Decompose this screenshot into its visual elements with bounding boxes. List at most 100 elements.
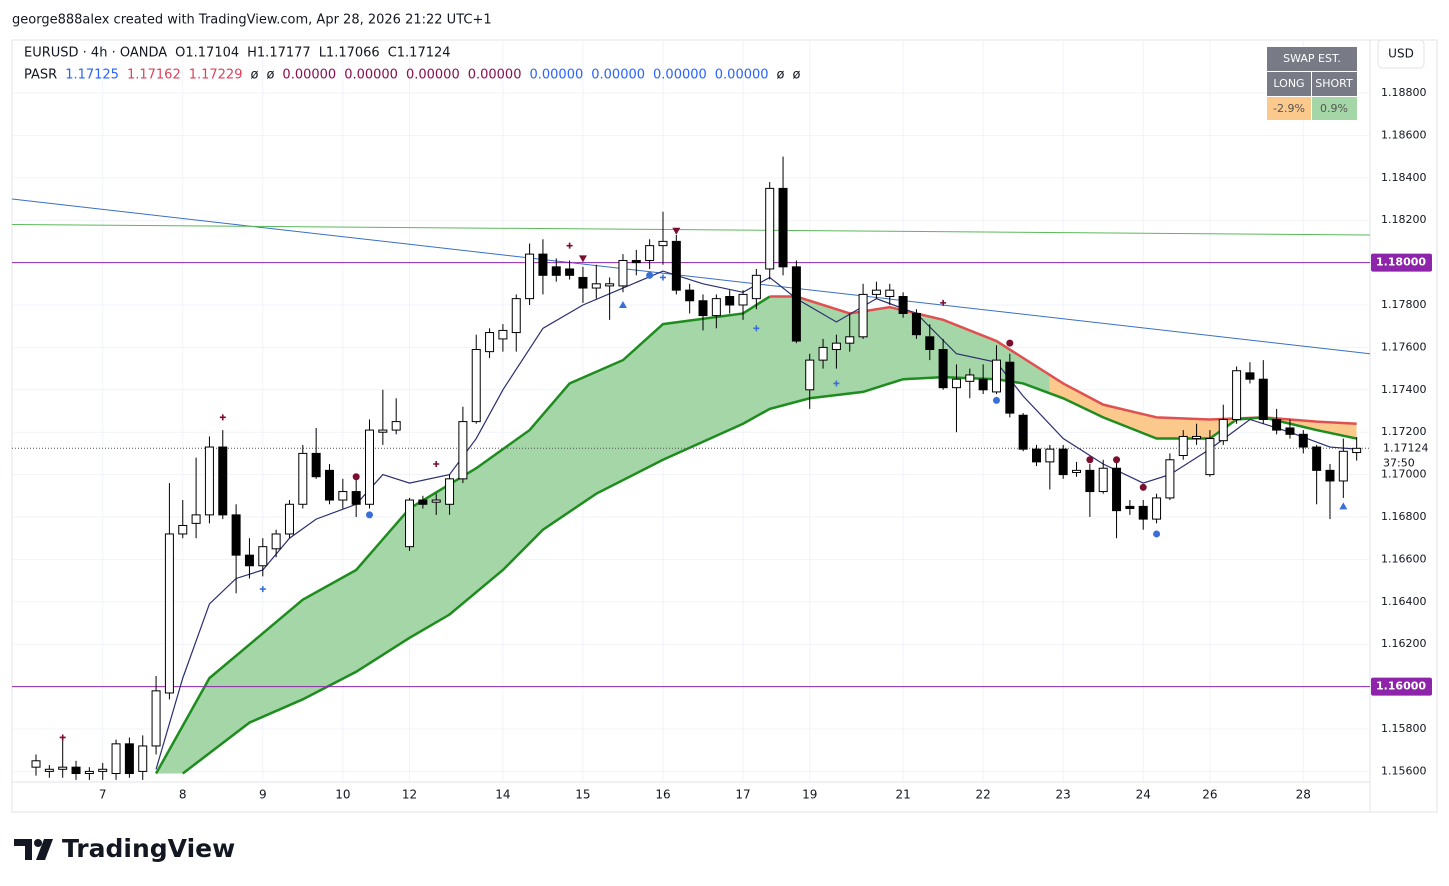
x-tick-label: 17 [735, 788, 750, 802]
swap-header [1267, 47, 1357, 71]
indicator-value: 0.00000 [468, 68, 522, 83]
candle-body [1125, 505, 1135, 510]
indicator-value: ø [793, 68, 801, 83]
indicator-value: ø [777, 68, 785, 83]
candle-body [1258, 378, 1268, 420]
candle-body [471, 349, 481, 423]
y-tick-label: 1.18600 [1381, 128, 1427, 141]
overlay: EURUSD · 4h · OANDA O1.17104 H1.17177 L1.17… [24, 46, 1432, 802]
plot-area [12, 156, 1370, 780]
signal-dot [1113, 456, 1121, 464]
swap-long-header [1267, 72, 1311, 96]
candle-body [98, 768, 108, 772]
frame [11, 39, 1438, 813]
level-badge [1371, 677, 1432, 696]
candle-body [965, 374, 975, 382]
last-price-label: 1.17124 [1383, 441, 1429, 454]
candle-body [1192, 435, 1202, 440]
indicator-name: PASR [24, 68, 57, 83]
candle-body [1178, 435, 1188, 457]
signal-dot [1153, 530, 1161, 538]
x-tick-label: 9 [259, 788, 267, 802]
x-tick-label: 14 [495, 788, 510, 802]
candle-body [84, 770, 94, 775]
candle-body [138, 745, 148, 772]
candle-body [805, 359, 815, 391]
signal-up [1339, 502, 1348, 510]
indicator-value: 0.00000 [715, 68, 769, 83]
candle-body [498, 329, 508, 340]
candle-body [511, 298, 521, 334]
x-tick-label: 24 [1136, 788, 1151, 802]
candle-body [458, 421, 468, 480]
countdown: 37:50 [1383, 456, 1415, 469]
signal-plus [659, 274, 666, 281]
trend-line [12, 198, 1370, 355]
candle-body [1232, 370, 1242, 420]
indicator-value: ø [266, 68, 274, 83]
candle-body [578, 276, 588, 289]
swap-long-value: -2.9% [1273, 102, 1305, 115]
y-tick-label: 1.17800 [1381, 298, 1427, 311]
candle-body [1085, 469, 1095, 493]
candle-body [405, 499, 415, 548]
candle-body [1005, 361, 1015, 414]
candle-body [991, 359, 1001, 393]
candle-body [738, 293, 748, 306]
y-tick-label: 1.18400 [1381, 171, 1427, 184]
signal-dot [1006, 339, 1014, 347]
candle-body [1138, 505, 1148, 520]
candle-body [845, 336, 855, 344]
candle-body [565, 268, 575, 276]
candle-body [858, 293, 868, 338]
candle-body [818, 346, 828, 361]
candle-body [445, 478, 455, 505]
candle-body [1045, 448, 1055, 463]
candle-body [378, 429, 388, 433]
level-label: 1.16000 [1376, 680, 1426, 693]
ma-line [155, 270, 1357, 770]
logo: TradingView [14, 834, 235, 863]
candle-body [1218, 418, 1228, 442]
y-tick-label: 1.17400 [1381, 383, 1427, 396]
candle-body [1285, 427, 1295, 435]
x-tick-label: 23 [1056, 788, 1071, 802]
currency[interactable]: USD [1388, 47, 1414, 61]
logo-mark [14, 839, 32, 860]
candle-body [711, 298, 721, 317]
swap-long: LONG [1273, 77, 1304, 90]
candle-body [391, 421, 401, 431]
candle-body [631, 259, 641, 264]
candle-body [351, 491, 361, 505]
candle-body [1018, 414, 1028, 450]
currency-button[interactable] [1377, 39, 1425, 69]
indicator-value: 1.17125 [65, 68, 119, 83]
candle-body [951, 378, 961, 389]
candle-body [551, 266, 561, 276]
x-tick-label: 16 [655, 788, 670, 802]
candle-body [1152, 497, 1162, 520]
candle-body [1072, 469, 1082, 473]
candle-body [658, 240, 668, 247]
candle-body [778, 187, 788, 268]
candle-body [324, 469, 334, 501]
signal-down [672, 227, 681, 235]
candle-body [124, 743, 134, 775]
x-tick-label: 12 [402, 788, 417, 802]
candle-body [258, 546, 268, 567]
y-tick-label: 1.15800 [1381, 722, 1427, 735]
signal-plus [753, 325, 760, 332]
signal-dot [1086, 456, 1094, 464]
candle-body [978, 378, 988, 391]
candle-body [898, 296, 908, 314]
candle-body [751, 274, 761, 300]
logo-text: TradingView [62, 834, 235, 863]
candle-body [685, 289, 695, 302]
candle-body [244, 554, 254, 567]
candle-body [605, 283, 615, 287]
cloud-line [154, 295, 771, 775]
symbol: EURUSD · 4h · OANDA [24, 46, 167, 61]
attribution: george888alex created with TradingView.c… [12, 13, 492, 28]
signal-plus [259, 586, 266, 593]
logo-mark-slash [36, 839, 53, 860]
